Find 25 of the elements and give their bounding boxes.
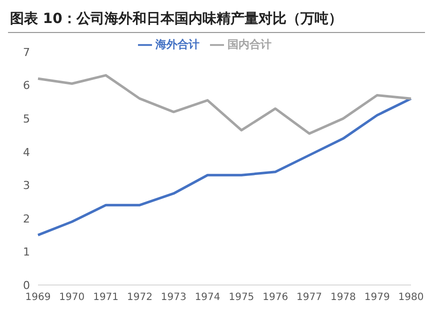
x-tick-label: 1969 — [25, 292, 51, 304]
y-tick-label: 1 — [23, 246, 30, 259]
x-tick-label: 1970 — [59, 292, 85, 304]
x-tick-label: 1977 — [296, 292, 322, 304]
y-tick-label: 2 — [23, 212, 30, 226]
chart-title: 图表 10：公司海外和日本国内味精产量对比（万吨） — [8, 8, 425, 33]
y-tick-label: 6 — [23, 79, 30, 92]
x-tick-label: 1971 — [93, 292, 119, 304]
x-tick-label: 1976 — [262, 292, 288, 304]
x-tick-label: 1973 — [160, 292, 186, 304]
x-tick-label: 1975 — [228, 292, 254, 304]
line-series — [36, 74, 412, 135]
y-tick-label: 0 — [23, 278, 30, 292]
y-tick-label: 4 — [23, 146, 30, 159]
y-tick-label: 3 — [23, 179, 30, 192]
x-tick-label: 1978 — [330, 292, 356, 304]
legend-label: 国内合计 — [228, 38, 272, 51]
line-series — [36, 97, 412, 236]
y-tick-label: 7 — [23, 46, 30, 59]
x-tick-label: 1979 — [364, 292, 390, 304]
x-tick-label: 1972 — [127, 292, 152, 304]
x-tick-label: 1974 — [194, 292, 220, 304]
legend-label: 海外合计 — [156, 38, 200, 51]
x-tick-label: 1980 — [398, 292, 424, 304]
y-tick-label: 5 — [23, 112, 30, 126]
